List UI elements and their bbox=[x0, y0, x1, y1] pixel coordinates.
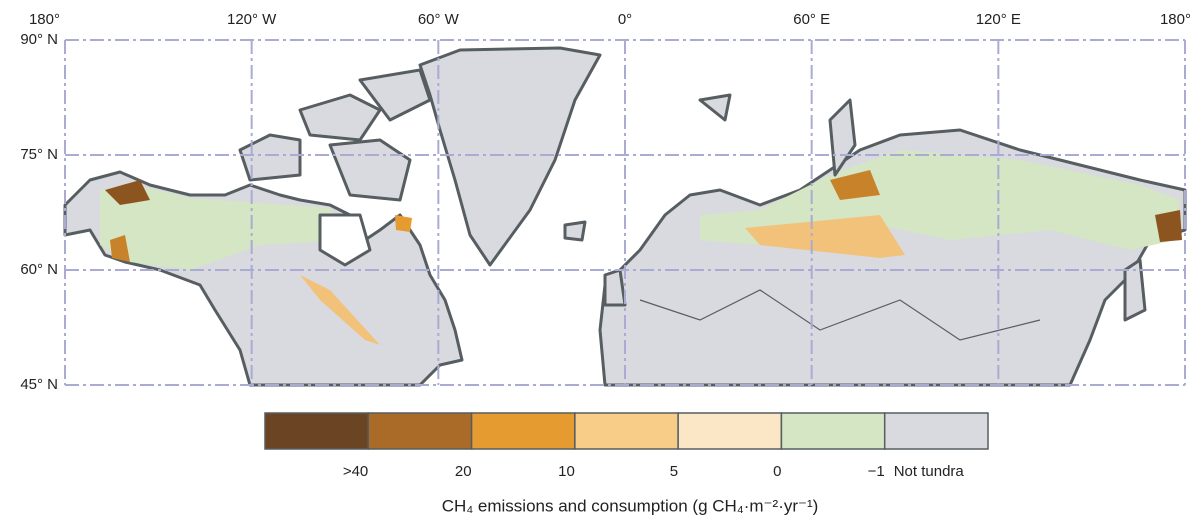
longitude-label: 180° bbox=[29, 11, 60, 28]
longitude-label: 180° bbox=[1160, 11, 1191, 28]
legend-swatch bbox=[470, 412, 576, 450]
longitude-label: 120° E bbox=[976, 11, 1021, 28]
graticule bbox=[64, 39, 1186, 386]
legend-label: Not tundra bbox=[894, 463, 965, 480]
longitude-label: 0° bbox=[618, 11, 632, 28]
legend-swatch bbox=[574, 412, 679, 450]
legend-swatch bbox=[367, 412, 473, 450]
legend-swatch bbox=[883, 412, 989, 450]
legend: >40 20 10 5 0 −1 Not tundra CH₄ emissions and c… bbox=[264, 412, 989, 515]
latitude-label: 60° N bbox=[20, 261, 58, 278]
longitude-label: 60° E bbox=[793, 11, 830, 28]
legend-label: 10 bbox=[558, 463, 575, 480]
legend-swatch bbox=[264, 412, 370, 450]
legend-label: 20 bbox=[455, 463, 472, 480]
graticule-labels: 180° 120° W 60° W 0° 60° E 120° E 180° 90° N 75°… bbox=[20, 11, 1191, 393]
latitude-label: 45° N bbox=[20, 376, 58, 393]
longitude-label: 120° W bbox=[227, 11, 277, 28]
legend-swatch bbox=[677, 412, 783, 450]
longitude-label: 60° W bbox=[418, 11, 460, 28]
legend-swatch bbox=[780, 412, 886, 450]
legend-label: −1 bbox=[868, 463, 885, 480]
legend-label: >40 bbox=[343, 463, 368, 480]
legend-label: 5 bbox=[670, 463, 678, 480]
legend-title: CH₄ emissions and consumption (g CH₄·m⁻²… bbox=[442, 496, 819, 515]
landmass bbox=[63, 46, 1187, 387]
latitude-label: 75° N bbox=[20, 146, 58, 163]
latitude-label: 90° N bbox=[20, 31, 58, 48]
legend-label: 0 bbox=[773, 463, 781, 480]
